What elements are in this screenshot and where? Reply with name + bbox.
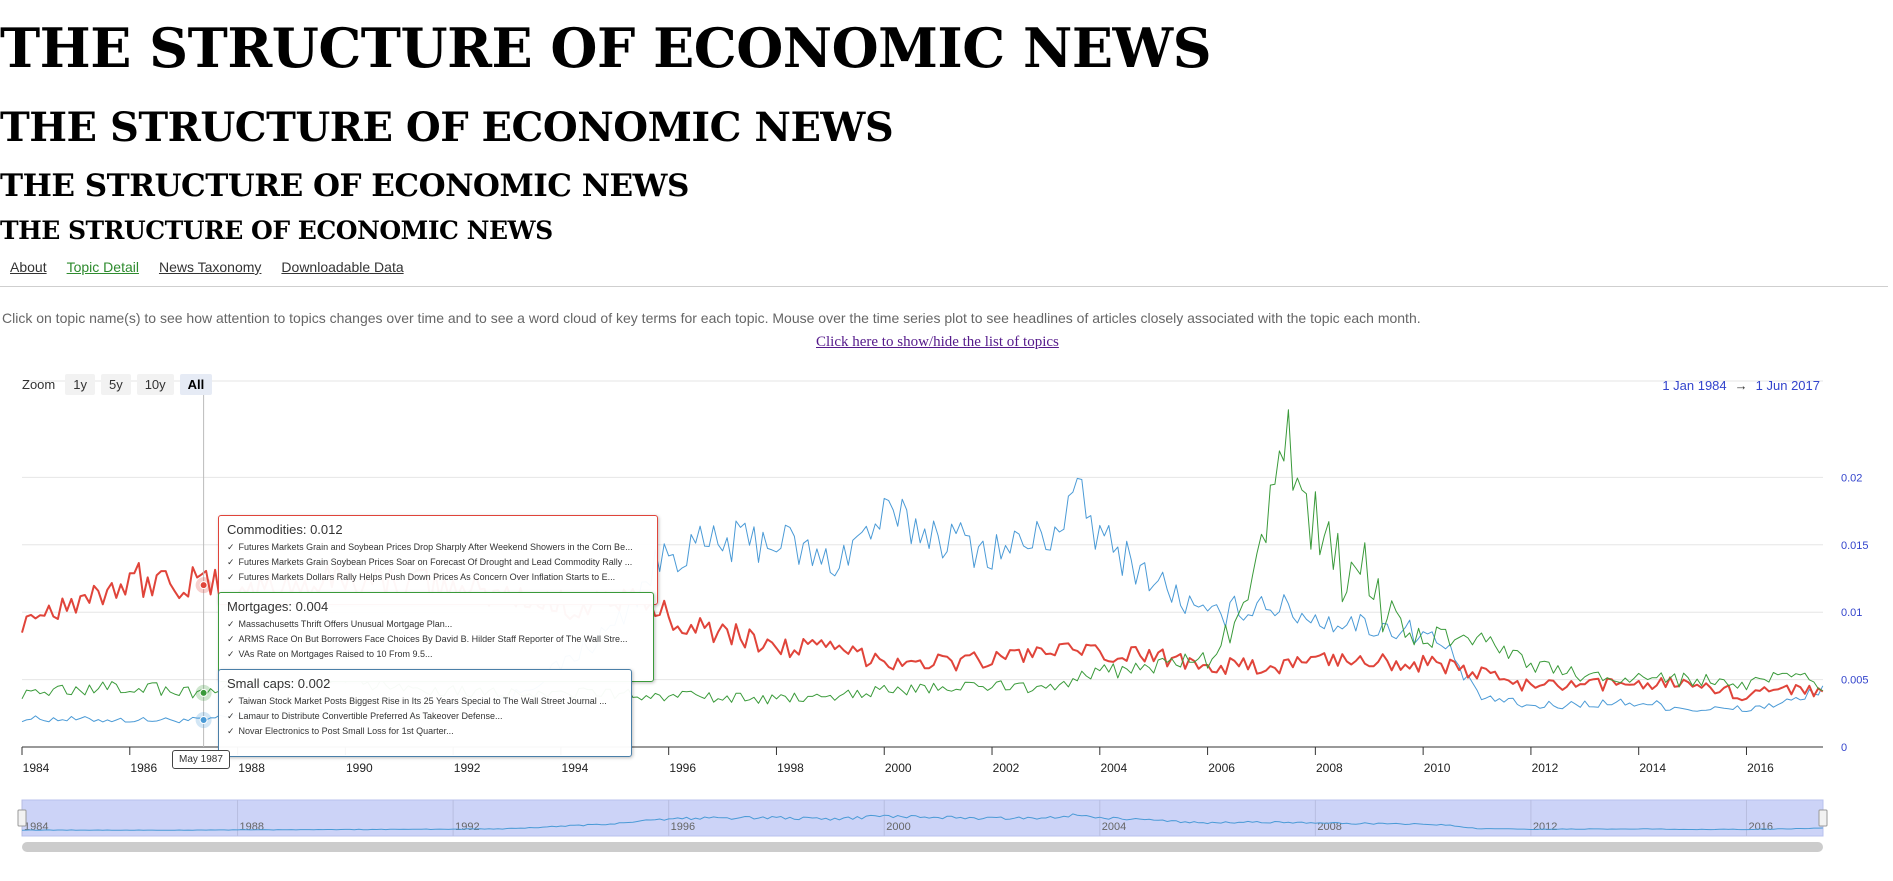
page-title-2: THE STRUCTURE OF ECONOMIC NEWS — [0, 104, 894, 151]
zoom-all-button[interactable]: All — [179, 374, 213, 395]
x-tick-label: 1984 — [23, 761, 50, 775]
nav-topic-detail[interactable]: Topic Detail — [66, 259, 139, 275]
y-tick-label: 0 — [1841, 742, 1847, 754]
x-tick-label: 2008 — [1316, 761, 1343, 775]
tooltip-headline: ✓ Massachusetts Thrift Offers Unusual Mor… — [227, 619, 453, 629]
nav-about[interactable]: About — [10, 259, 47, 275]
x-tick-label: 2000 — [885, 761, 912, 775]
tooltip-headline: ✓ Futures Markets Grain and Soybean Price… — [227, 542, 633, 552]
tooltip-commodities: Commodities: 0.012 ✓ Futures Markets Grai… — [218, 515, 658, 605]
navigator-tick-label: 2000 — [886, 821, 910, 833]
tooltip-title: Mortgages: 0.004 — [227, 599, 329, 614]
tooltip-title: Commodities: 0.012 — [227, 522, 343, 537]
page-description: Click on topic name(s) to see how attent… — [2, 310, 1421, 326]
hover-marker — [199, 688, 208, 697]
navigator-tick-label: 2012 — [1533, 821, 1557, 833]
zoom-1y-button[interactable]: 1y — [65, 374, 95, 395]
x-tick-label: 2010 — [1424, 761, 1451, 775]
tooltip-headline: ✓ Lamaur to Distribute Convertible Prefer… — [227, 711, 503, 721]
nav-news-taxonomy[interactable]: News Taxonomy — [158, 259, 262, 275]
time-series-chart[interactable]: 0 0.005 0.01 0.015 0.02 1984 1986 1988 1990 1992 1… — [0, 360, 1893, 870]
toggle-topic-list-link[interactable]: Click here to show/hide the list of topi… — [816, 334, 1059, 350]
navigator-tick-label: 2016 — [1748, 821, 1772, 833]
x-tick-label: 1998 — [777, 761, 804, 775]
x-tick-label: 2014 — [1639, 761, 1666, 775]
x-tick-label: 2004 — [1100, 761, 1127, 775]
zoom-controls: Zoom 1y 5y 10y All — [22, 374, 213, 395]
page-title-4: THE STRUCTURE OF ECONOMIC NEWS — [0, 216, 553, 245]
x-tick-label: 1994 — [562, 761, 589, 775]
hover-marker — [199, 581, 208, 590]
hover-date-label: May 1987 — [172, 750, 230, 769]
navigator-tick-label: 1988 — [240, 821, 264, 833]
y-tick-label: 0.005 — [1841, 675, 1869, 687]
hover-marker — [199, 716, 208, 725]
tooltip-headline: ✓ Novar Electronics to Post Small Loss fo… — [227, 726, 454, 736]
tooltip-mortgages: Mortgages: 0.004 ✓ Massachusetts Thrift O… — [218, 592, 654, 682]
zoom-label: Zoom — [22, 377, 56, 392]
y-tick-label: 0.015 — [1841, 540, 1869, 552]
date-range-selector: 1 Jan 1984 → 1 Jun 2017 — [1662, 378, 1820, 393]
range-to-input[interactable]: 1 Jun 2017 — [1755, 378, 1820, 393]
navigator-tick-label: 1996 — [671, 821, 695, 833]
tooltip-headline: ✓ Futures Markets Grain Soybean Prices So… — [227, 557, 633, 567]
range-arrow: → — [1734, 378, 1748, 393]
navigator-handle — [17, 809, 27, 827]
x-tick-label: 2016 — [1747, 761, 1774, 775]
tooltip-headline: ✓ Taiwan Stock Market Posts Biggest Rise … — [227, 696, 607, 706]
x-tick-label: 1986 — [130, 761, 157, 775]
navigator-tick-label: 1992 — [455, 821, 479, 833]
x-tick-label: 1992 — [454, 761, 481, 775]
zoom-10y-button[interactable]: 10y — [136, 374, 174, 395]
x-tick-label: 1996 — [669, 761, 696, 775]
navigator-tick-label: 1984 — [24, 821, 48, 833]
chart-canvas[interactable]: 0 0.005 0.01 0.015 0.02 1984 1986 1988 1990 1992 1… — [0, 360, 1893, 870]
navigator-tick-label: 2004 — [1102, 821, 1126, 833]
x-tick-label: 2006 — [1208, 761, 1235, 775]
range-from-input[interactable]: 1 Jan 1984 — [1662, 378, 1727, 393]
y-tick-label: 0.02 — [1841, 472, 1862, 484]
tooltip-headline: ✓ VAs Rate on Mortgages Raised to 10 From… — [227, 649, 433, 659]
x-tick-label: 1988 — [238, 761, 265, 775]
navigator-scrollbar — [22, 842, 1823, 852]
tooltip-headline: ✓ ARMS Race On But Borrowers Face Choices… — [227, 634, 628, 644]
zoom-5y-button[interactable]: 5y — [100, 374, 131, 395]
x-tick-label: 2002 — [993, 761, 1020, 775]
tooltip-title: Small caps: 0.002 — [227, 676, 331, 691]
nav-downloadable-data[interactable]: Downloadable Data — [281, 259, 404, 275]
page-title-3: THE STRUCTURE OF ECONOMIC NEWS — [0, 168, 689, 204]
x-tick-label: 1990 — [346, 761, 373, 775]
tooltip-headline: ✓ Futures Markets Dollars Rally Helps Pus… — [227, 572, 616, 582]
x-tick-label: 2012 — [1532, 761, 1559, 775]
navigator-handle — [1818, 809, 1828, 827]
y-tick-label: 0.01 — [1841, 607, 1862, 619]
main-nav: About Topic Detail News Taxonomy Downloa… — [10, 259, 404, 275]
navigator-series-line — [21, 813, 1823, 831]
page-title-1: THE STRUCTURE OF ECONOMIC NEWS — [0, 16, 1212, 80]
tooltip-small-caps: Small caps: 0.002 ✓ Taiwan Stock Market P… — [218, 669, 632, 757]
navigator-tick-label: 2008 — [1317, 821, 1341, 833]
nav-divider — [0, 286, 1888, 287]
